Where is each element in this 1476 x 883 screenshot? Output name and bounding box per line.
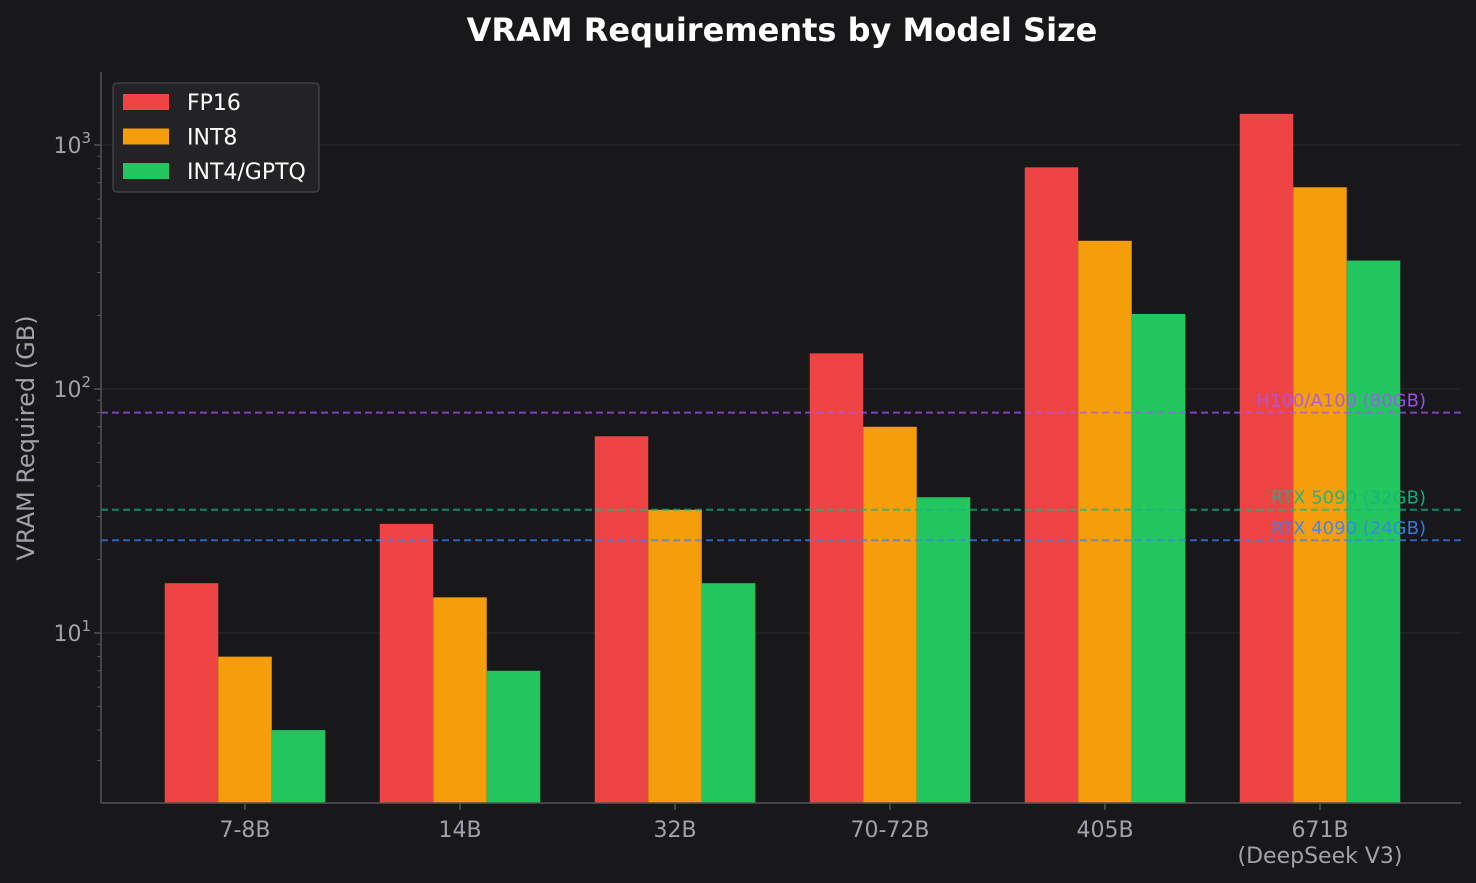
grid: [101, 144, 1461, 634]
y-tick-label: 102: [53, 373, 91, 403]
bar-int8: [433, 597, 487, 803]
legend-label: INT8: [187, 126, 237, 151]
legend-label: FP16: [187, 91, 241, 116]
bar-int4-gptq: [1131, 313, 1186, 803]
bar-int8: [1293, 187, 1347, 803]
legend-label: INT4/GPTQ: [187, 160, 306, 185]
bar-int8: [1078, 240, 1132, 803]
x-tick-label-sub: (DeepSeek V3): [1238, 844, 1403, 869]
bars: [164, 113, 1401, 804]
bar-fp16: [379, 523, 434, 803]
legend: FP16 INT8 INT4/GPTQ: [112, 82, 320, 193]
legend-swatch: [123, 163, 169, 179]
x-tick-label: 70-72B: [850, 818, 929, 843]
bar-int8: [218, 656, 272, 803]
bar-int4-gptq: [486, 670, 541, 803]
bar-int8: [863, 426, 917, 803]
legend-swatch: [123, 128, 169, 145]
bar-fp16: [594, 436, 649, 803]
bar-int4-gptq: [1346, 260, 1401, 803]
reference-lines: H100/A100 (80GB) RTX 5090 (32GB) RTX 4090 …: [101, 391, 1461, 542]
x-tick-label: 405B: [1076, 818, 1133, 843]
legend-swatch: [123, 94, 169, 110]
bar-fp16: [164, 583, 219, 803]
y-tick-label: 103: [53, 129, 91, 159]
x-tick-label: 671B: [1291, 818, 1348, 843]
bar-fp16: [809, 353, 864, 803]
chart-title: VRAM Requirements by Model Size: [467, 11, 1098, 49]
x-tick-label: 14B: [438, 818, 481, 843]
bar-int4-gptq: [701, 583, 756, 803]
bar-fp16: [1024, 167, 1079, 803]
bar-int8: [648, 509, 702, 803]
y-axis-label: VRAM Required (GB): [12, 315, 40, 560]
reference-line-label: H100/A100 (80GB): [1256, 391, 1426, 412]
reference-line-label: RTX 5090 (32GB): [1271, 488, 1426, 509]
bar-int4-gptq: [271, 730, 326, 803]
x-tick-label: 7-8B: [219, 818, 270, 843]
bar-int4-gptq: [916, 497, 971, 803]
reference-line-label: RTX 4090 (24GB): [1271, 518, 1426, 539]
y-tick-label: 101: [53, 617, 91, 647]
bar-fp16: [1239, 113, 1294, 804]
axes: 101 102 103 7-8B 14B 32B 70-72B 405B 671B(DeepSe…: [53, 72, 1461, 869]
x-tick-label: 32B: [653, 818, 696, 843]
